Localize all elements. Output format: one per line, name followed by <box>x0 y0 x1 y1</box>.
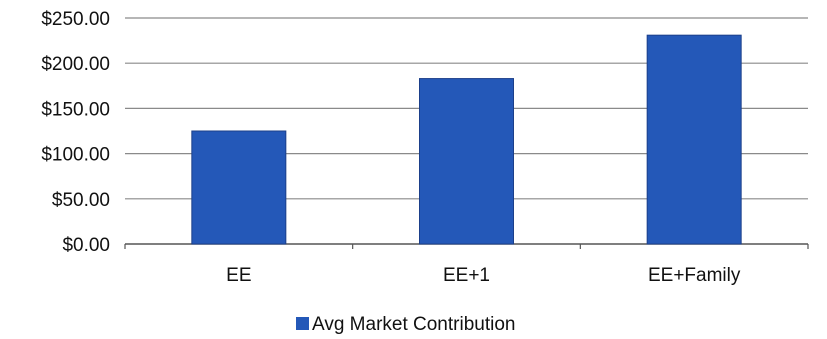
y-tick-label: $250.00 <box>41 9 110 30</box>
x-axis-category-labels: EE EE+1 EE+Family <box>124 244 809 286</box>
x-category-label: EE+Family <box>648 265 741 286</box>
bar-ee-1 <box>419 78 514 245</box>
bars <box>191 34 742 245</box>
y-tick-label: $200.00 <box>41 54 110 75</box>
y-axis-tick-labels: $0.00 $50.00 $100.00 $150.00 $200.00 $250.00 <box>41 9 110 256</box>
bar-ee <box>191 130 287 245</box>
legend-swatch <box>296 317 309 330</box>
legend-label: Avg Market Contribution <box>312 314 515 335</box>
y-tick-label: $50.00 <box>52 190 110 211</box>
x-category-label: EE+1 <box>443 265 490 286</box>
y-tick-label: $100.00 <box>41 145 110 166</box>
legend: Avg Market Contribution <box>296 314 515 335</box>
bar-ee-family <box>646 34 742 245</box>
y-tick-label: $0.00 <box>62 235 110 256</box>
y-tick-label: $150.00 <box>41 99 110 120</box>
x-category-label: EE <box>226 265 251 286</box>
